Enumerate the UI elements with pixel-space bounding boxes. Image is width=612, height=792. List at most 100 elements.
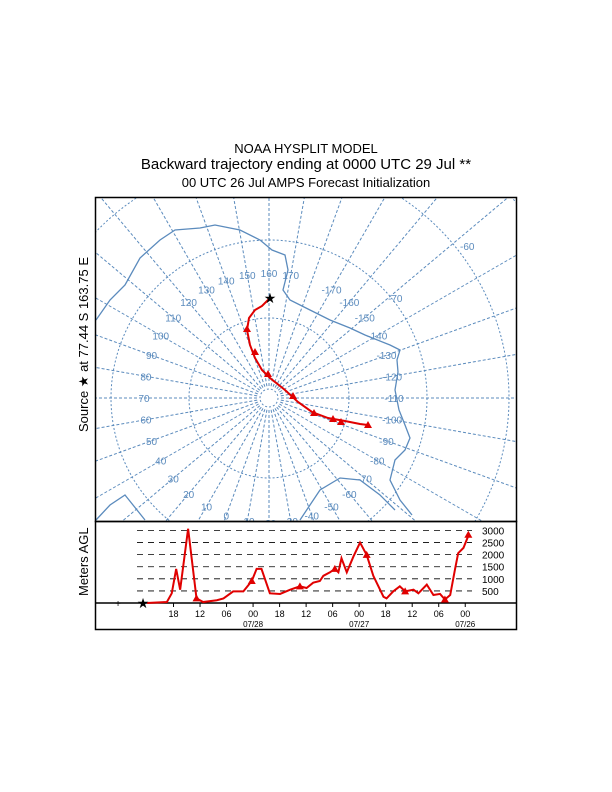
meridian-line (96, 297, 259, 393)
longitude-label: 50 (146, 437, 158, 448)
x-tick-label: 12 (195, 609, 205, 619)
longitude-label: 10 (201, 502, 213, 513)
date-label: 07/26 (455, 620, 476, 629)
meridian-line (272, 198, 343, 387)
longitude-label: 120 (180, 298, 197, 309)
meridian-line (96, 401, 258, 462)
trajectory-title: Backward trajectory ending at 0000 UTC 2… (140, 156, 472, 173)
height-marker (464, 530, 473, 538)
x-tick-label: 00 (460, 609, 470, 619)
meridian-line (152, 198, 264, 388)
longitude-label: -90 (379, 437, 394, 448)
x-tick-label: 12 (301, 609, 311, 619)
meridian-line (96, 252, 261, 391)
trajectory-marker (329, 415, 337, 422)
meridian-line (280, 307, 516, 395)
meridian-line (280, 401, 516, 489)
date-label: 07/28 (243, 620, 264, 629)
trajectory-marker (243, 325, 251, 332)
x-tick-label: 06 (328, 609, 338, 619)
longitude-label: 110 (165, 314, 181, 325)
x-tick-label: 18 (169, 609, 179, 619)
meridian-line (246, 409, 268, 521)
meridian-line (223, 409, 266, 521)
x-tick-label: 12 (407, 609, 417, 619)
longitude-label: -140 (367, 332, 387, 343)
longitude-label: 60 (140, 416, 152, 427)
meridian-line (96, 403, 259, 499)
y-tick-label: 3000 (482, 526, 505, 537)
longitude-label: 90 (146, 351, 158, 362)
longitude-label: 80 (140, 372, 152, 383)
meridian-line (96, 366, 258, 397)
source-star-icon: ★ (264, 290, 277, 306)
longitude-label: 170 (282, 271, 299, 282)
x-tick-label: 06 (222, 609, 232, 619)
coastline (96, 224, 413, 521)
meridian-line (274, 408, 341, 521)
height-marker (295, 582, 304, 590)
meridian-line (280, 399, 516, 443)
meridian-line (96, 399, 258, 430)
longitude-label: 30 (168, 474, 180, 485)
longitude-label: 140 (218, 277, 235, 288)
longitude-label: 20 (183, 490, 195, 501)
longitude-label: -50 (324, 502, 339, 513)
longitude-label: 160 (261, 269, 278, 280)
longitude-label: -40 (305, 511, 320, 522)
meridian-line (272, 409, 315, 521)
height-marker (440, 595, 449, 603)
meridian-line (165, 406, 262, 521)
longitude-label: -20 (262, 519, 277, 530)
latitude-circle (188, 317, 350, 479)
height-marker (192, 594, 201, 602)
x-tick-label: 18 (275, 609, 285, 619)
meridian-line (100, 198, 262, 390)
meridian-line (280, 353, 516, 397)
longitude-label: -160 (339, 298, 359, 309)
trajectory-marker (337, 418, 345, 425)
meridian-line (274, 198, 386, 388)
meridian-line (277, 198, 509, 391)
chart-frame (94, 520, 518, 631)
map-frame (94, 196, 518, 523)
plus-marker-icon: + (115, 599, 121, 610)
longitude-label: 40 (155, 457, 167, 468)
meridian-line (96, 334, 258, 395)
longitude-label: -60 (342, 490, 357, 501)
height-line (146, 528, 470, 604)
longitude-label: 0 (223, 511, 229, 522)
model-title: NOAA HYSPLIT MODEL (234, 141, 378, 156)
longitude-label: -30 (283, 517, 298, 528)
latitude-circle (259, 388, 279, 408)
height-marker (362, 550, 371, 558)
y-tick-label: 500 (482, 587, 499, 598)
trajectory-marker (364, 421, 372, 428)
outer-longitude-label: -60 (460, 242, 475, 253)
longitude-label: 100 (152, 332, 169, 343)
meridian-line (121, 405, 261, 521)
x-tick-label: 00 (354, 609, 364, 619)
height-marker (401, 587, 410, 595)
source-star-icon: ★ (137, 595, 150, 611)
longitude-label: -150 (355, 314, 375, 325)
longitude-label: 70 (138, 394, 150, 405)
longitude-label: -70 (358, 474, 373, 485)
x-tick-label: 18 (381, 609, 391, 619)
longitude-label: -80 (370, 457, 385, 468)
y-tick-label: 1000 (482, 575, 505, 586)
meridian-line (276, 198, 438, 390)
trajectory-map: ★ (243, 290, 372, 428)
meridian-line (197, 408, 264, 521)
meridian-line (233, 198, 268, 387)
longitude-label: -120 (382, 372, 402, 383)
latitude-circle (110, 239, 428, 521)
height-marker (330, 564, 339, 572)
trajectory-marker (251, 348, 259, 355)
meridian-line (277, 405, 417, 521)
longitude-label: -110 (384, 394, 404, 405)
longitude-label: -170 (321, 286, 341, 297)
longitude-label: 150 (239, 271, 256, 282)
